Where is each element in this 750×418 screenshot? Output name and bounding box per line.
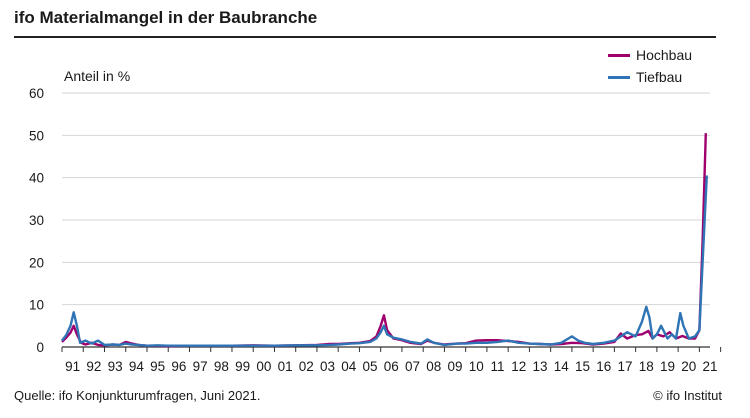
legend-label-tiefbau: Tiefbau xyxy=(636,69,683,85)
x-tick-label-03: 03 xyxy=(320,359,335,374)
y-tick-label-50: 50 xyxy=(29,128,44,143)
x-tick-label-10: 10 xyxy=(469,359,484,374)
x-tick-label-17: 17 xyxy=(618,359,633,374)
series-line-tiefbau xyxy=(61,175,708,347)
x-tick-label-95: 95 xyxy=(150,359,165,374)
x-tick-label-11: 11 xyxy=(491,359,505,374)
x-tick-label-92: 92 xyxy=(86,359,101,374)
x-tick-label-21: 21 xyxy=(702,359,717,374)
x-tick-label-94: 94 xyxy=(129,359,145,374)
y-tick-label-40: 40 xyxy=(29,171,44,186)
x-tick-label-14: 14 xyxy=(554,359,570,374)
legend-swatch-tiefbau xyxy=(608,75,630,79)
x-tick-label-08: 08 xyxy=(426,359,441,374)
legend-item-tiefbau: Tiefbau xyxy=(608,66,692,88)
x-tick-label-96: 96 xyxy=(171,359,186,374)
legend-swatch-hochbau xyxy=(608,53,630,57)
x-tick-label-99: 99 xyxy=(235,359,250,374)
x-tick-label-02: 02 xyxy=(299,359,314,374)
legend: Hochbau Tiefbau xyxy=(608,44,692,88)
x-tick-label-18: 18 xyxy=(639,359,654,374)
x-tick-label-16: 16 xyxy=(596,359,611,374)
copyright-credit: © ifo Institut xyxy=(653,388,722,403)
y-tick-label-10: 10 xyxy=(29,298,44,313)
x-tick-label-98: 98 xyxy=(214,359,229,374)
y-tick-label-30: 30 xyxy=(29,213,44,228)
x-tick-label-05: 05 xyxy=(363,359,378,374)
x-tick-label-09: 09 xyxy=(448,359,463,374)
series-line-hochbau xyxy=(61,133,707,348)
y-tick-label-60: 60 xyxy=(29,86,44,101)
y-tick-label-0: 0 xyxy=(36,340,44,355)
x-tick-label-07: 07 xyxy=(405,359,420,374)
x-tick-label-20: 20 xyxy=(681,359,696,374)
legend-label-hochbau: Hochbau xyxy=(636,47,693,63)
x-tick-label-15: 15 xyxy=(575,359,590,374)
chart-title: ifo Materialmangel in der Baubranche xyxy=(14,8,318,27)
x-tick-label-12: 12 xyxy=(511,359,526,374)
x-tick-label-91: 91 xyxy=(65,359,80,374)
x-tick-label-01: 01 xyxy=(278,359,293,374)
y-tick-label-20: 20 xyxy=(29,255,44,270)
legend-item-hochbau: Hochbau xyxy=(608,44,692,66)
source-note: Quelle: ifo Konjunkturumfragen, Juni 202… xyxy=(14,388,261,403)
x-tick-label-04: 04 xyxy=(341,359,357,374)
title-divider xyxy=(14,36,716,38)
x-tick-label-13: 13 xyxy=(533,359,548,374)
x-tick-label-06: 06 xyxy=(384,359,399,374)
x-tick-label-00: 00 xyxy=(256,359,271,374)
x-tick-label-97: 97 xyxy=(193,359,208,374)
y-axis-label: Anteil in % xyxy=(64,68,131,84)
x-tick-label-19: 19 xyxy=(660,359,675,374)
x-tick-label-93: 93 xyxy=(108,359,123,374)
